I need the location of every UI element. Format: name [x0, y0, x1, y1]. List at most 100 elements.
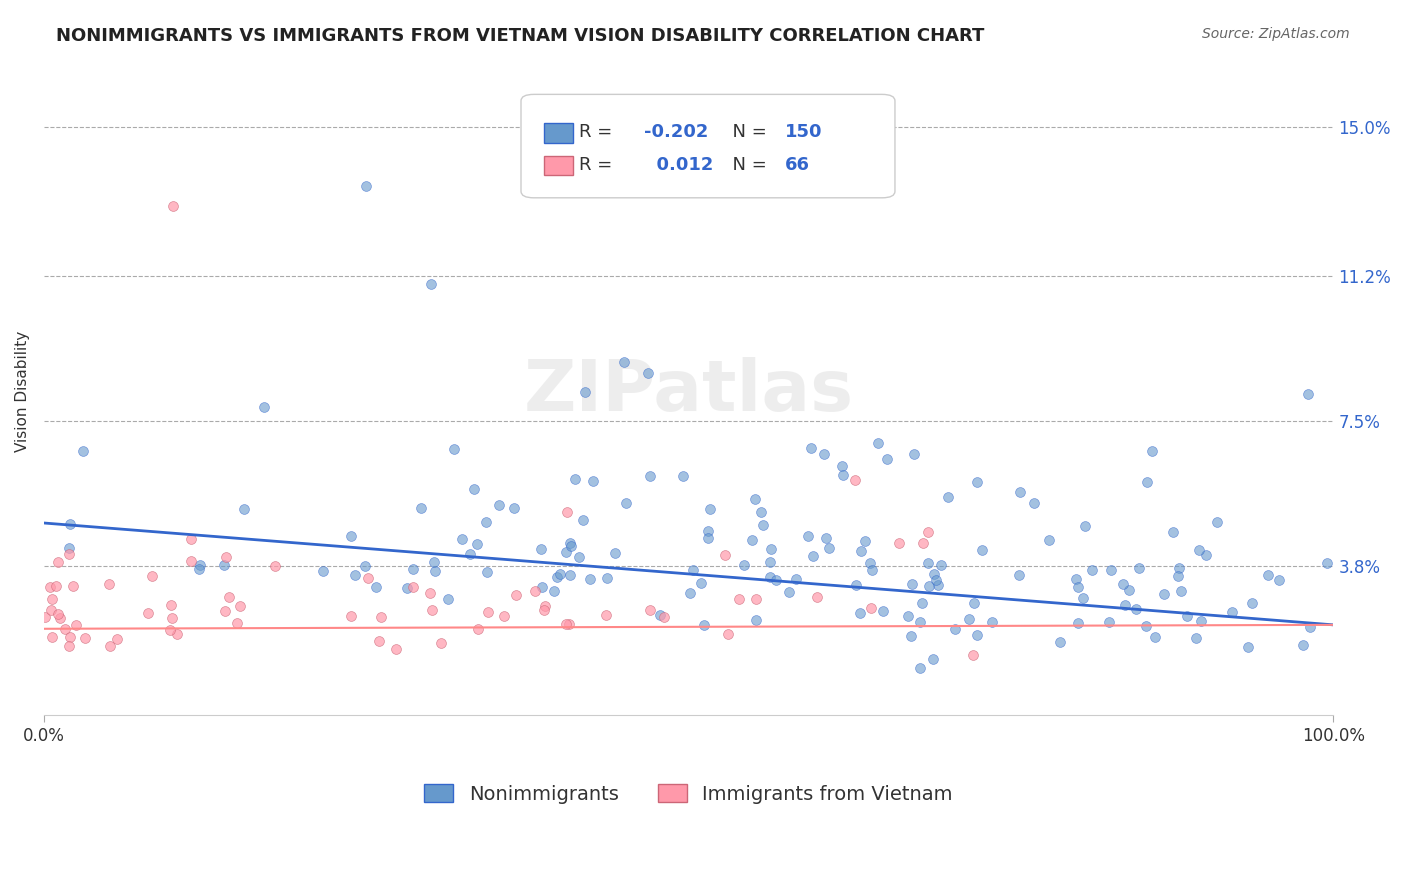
Point — [46, 607, 69, 621]
Point — [927, 578, 949, 592]
Point — [475, 515, 498, 529]
Point — [970, 543, 993, 558]
Point — [889, 535, 911, 549]
Point — [1257, 567, 1279, 582]
Point — [419, 277, 441, 291]
Point — [917, 525, 939, 540]
Point — [696, 524, 718, 538]
Point — [72, 443, 94, 458]
Point — [1008, 567, 1031, 582]
Point — [214, 604, 236, 618]
Point — [465, 537, 488, 551]
Point — [253, 400, 276, 414]
Point — [1185, 631, 1208, 645]
Point — [366, 580, 388, 594]
Point — [356, 179, 378, 194]
Point — [911, 536, 934, 550]
Point — [568, 549, 591, 564]
Point — [797, 529, 820, 543]
Text: R =: R = — [579, 123, 619, 142]
Point — [832, 468, 855, 483]
Point — [160, 610, 183, 624]
Point — [233, 502, 256, 516]
Point — [814, 531, 837, 545]
Point — [800, 442, 823, 456]
Point — [908, 615, 931, 629]
Point — [844, 473, 866, 487]
Point — [533, 603, 555, 617]
Point — [58, 547, 80, 561]
Point — [693, 617, 716, 632]
Point — [1049, 635, 1071, 649]
Point — [595, 608, 617, 623]
Point — [136, 607, 159, 621]
Point — [752, 518, 775, 533]
Point — [714, 549, 737, 563]
Point — [187, 562, 209, 576]
Point — [555, 505, 578, 519]
Point — [648, 608, 671, 623]
Point — [312, 565, 335, 579]
Point — [962, 648, 984, 663]
Point — [957, 612, 980, 626]
Point — [936, 490, 959, 504]
Point — [492, 608, 515, 623]
Point — [55, 622, 77, 636]
Point — [141, 569, 163, 583]
Point — [488, 499, 510, 513]
Point — [803, 549, 825, 564]
Point — [690, 576, 713, 591]
Point — [866, 435, 889, 450]
Point — [159, 623, 181, 637]
Point — [1170, 584, 1192, 599]
Point — [900, 629, 922, 643]
Point — [58, 640, 80, 654]
Point — [1098, 615, 1121, 629]
Point — [1074, 518, 1097, 533]
Point — [778, 584, 800, 599]
Point — [1291, 638, 1313, 652]
Point — [572, 513, 595, 527]
Point — [1112, 577, 1135, 591]
Text: -0.202: -0.202 — [644, 123, 707, 142]
Point — [1118, 582, 1140, 597]
Point — [534, 599, 557, 613]
Point — [41, 630, 63, 644]
Point — [831, 458, 853, 473]
Point — [963, 596, 986, 610]
Point — [46, 555, 69, 569]
Point — [578, 572, 600, 586]
Point — [460, 547, 482, 561]
Point — [679, 586, 702, 600]
Point — [463, 482, 485, 496]
Point — [105, 632, 128, 646]
Point — [546, 570, 568, 584]
Point — [402, 580, 425, 594]
Point — [638, 603, 661, 617]
Text: ZIPatlas: ZIPatlas — [523, 358, 853, 426]
Point — [1299, 620, 1322, 634]
Point — [922, 651, 945, 665]
Point — [451, 533, 474, 547]
Point — [340, 529, 363, 543]
Point — [1067, 580, 1090, 594]
Point — [1140, 444, 1163, 458]
Point — [603, 546, 626, 560]
Text: N =: N = — [721, 123, 772, 142]
Point — [1241, 596, 1264, 610]
Y-axis label: Vision Disability: Vision Disability — [15, 331, 30, 452]
Point — [1128, 560, 1150, 574]
Point — [226, 615, 249, 630]
Point — [49, 610, 72, 624]
Point — [613, 355, 636, 369]
Point — [818, 541, 841, 555]
Point — [596, 571, 619, 585]
Text: R =: R = — [579, 156, 619, 174]
Point — [652, 610, 675, 624]
Point — [911, 596, 934, 610]
Point — [38, 580, 60, 594]
Point — [582, 475, 605, 489]
Point — [1167, 569, 1189, 583]
Point — [901, 577, 924, 591]
Point — [560, 536, 582, 550]
